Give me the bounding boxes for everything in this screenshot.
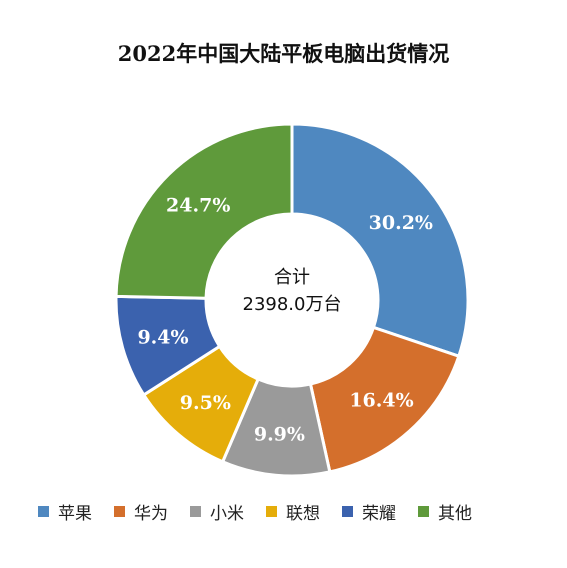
donut-slice-other (114, 122, 294, 300)
legend-swatch (418, 505, 429, 517)
legend: 苹果 华为 小米 联想 荣耀 其他 (38, 499, 538, 524)
legend-label: 荣耀 (362, 503, 396, 524)
donut-slice-apple (290, 122, 470, 359)
legend-item-xiaomi: 小米 (190, 499, 244, 524)
legend-swatch (266, 505, 277, 517)
donut-slice-labels: 30.2% 16.4% 9.9% 9.5% 9.4% 24.7% (137, 194, 433, 445)
slice-label-huawei: 16.4% (349, 390, 413, 412)
legend-item-apple: 苹果 (38, 499, 92, 524)
slice-label-xiaomi: 9.9% (254, 423, 305, 445)
slice-label-honor: 9.4% (137, 326, 188, 348)
legend-label: 苹果 (58, 503, 92, 524)
legend-item-honor: 荣耀 (342, 499, 396, 524)
center-total-value: 2398.0万台 (243, 294, 342, 315)
slice-label-other: 24.7% (166, 194, 230, 216)
legend-label: 小米 (210, 503, 244, 524)
center-total-label: 合计 (274, 267, 310, 288)
slice-label-apple: 30.2% (369, 212, 433, 234)
legend-label: 联想 (286, 503, 320, 524)
legend-swatch (114, 505, 125, 517)
legend-label: 华为 (134, 503, 168, 524)
donut-slices (114, 122, 470, 478)
legend-item-huawei: 华为 (114, 499, 168, 524)
chart-title: 2022年中国大陆平板电脑出货情况 (117, 41, 450, 66)
legend-swatch (38, 505, 49, 517)
slice-label-lenovo: 9.5% (180, 392, 231, 414)
legend-item-lenovo: 联想 (266, 499, 320, 524)
legend-label: 其他 (438, 503, 472, 524)
legend-swatch (342, 505, 353, 517)
donut-slice-huawei (308, 325, 461, 474)
legend-swatch (190, 505, 201, 517)
legend-item-other: 其他 (418, 499, 472, 524)
